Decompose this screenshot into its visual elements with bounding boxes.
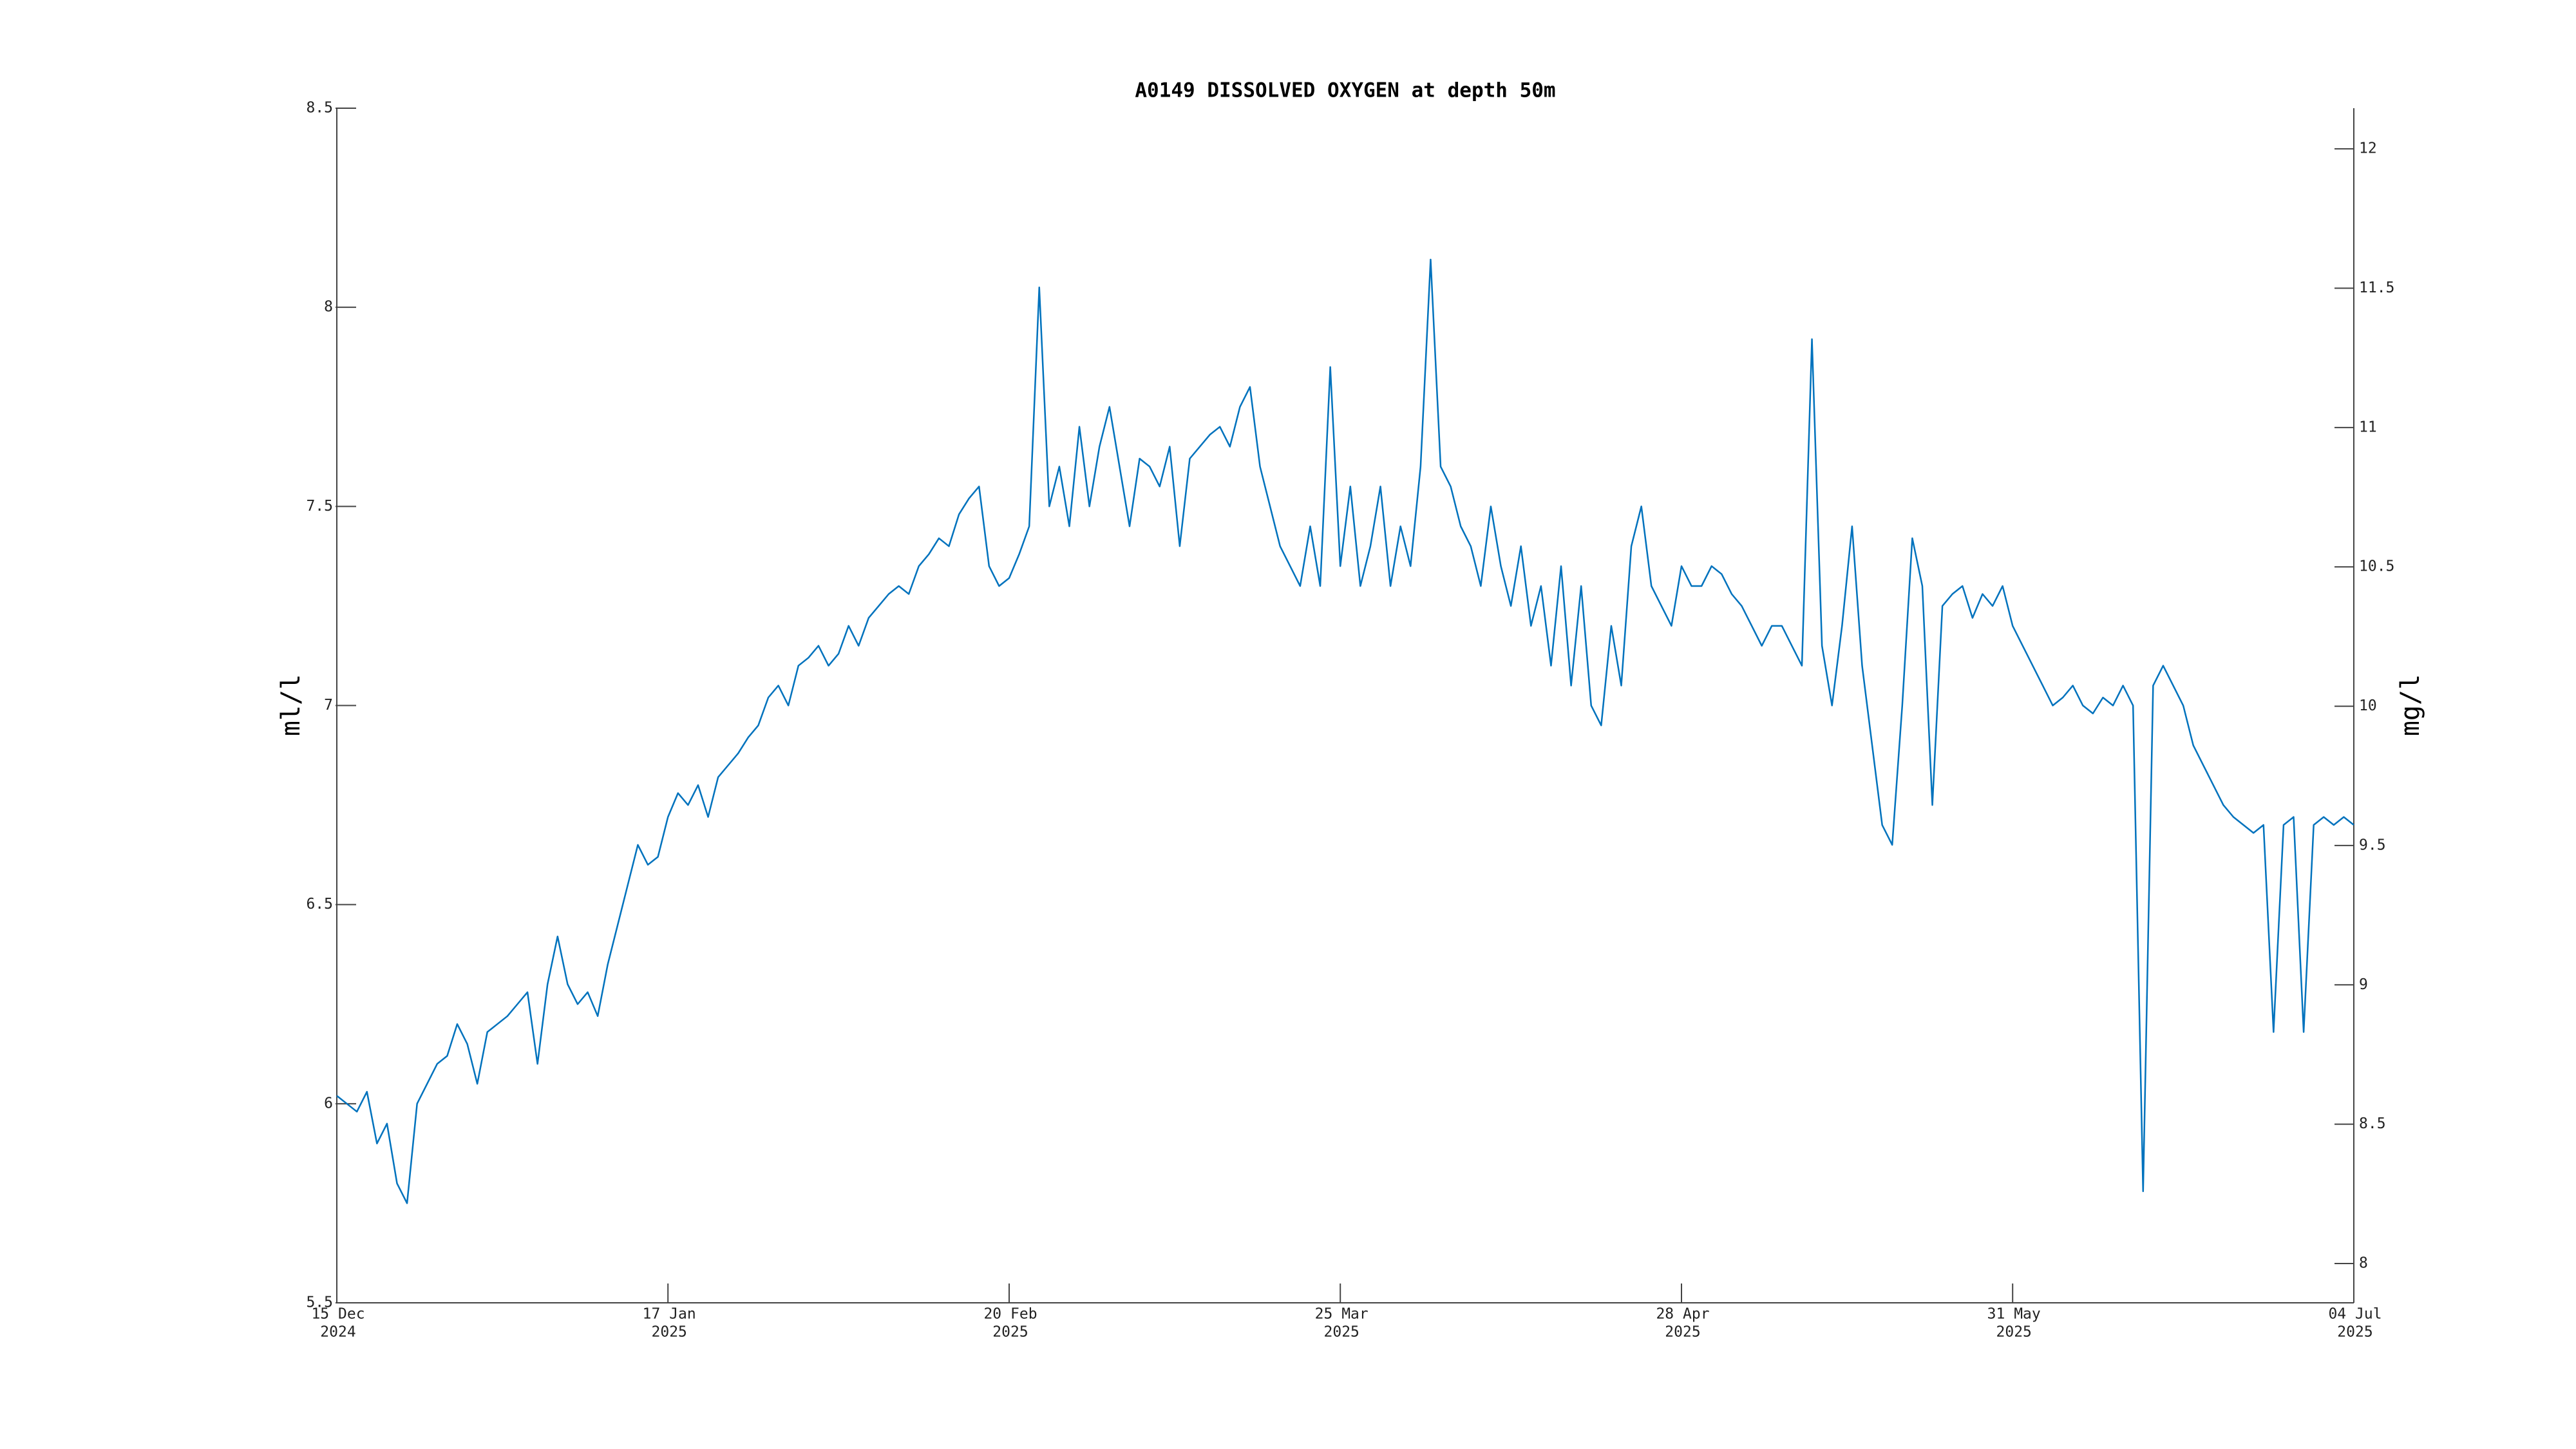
y-tick-label: 7 (324, 697, 333, 714)
y-tick-label: 5.5 (306, 1294, 333, 1311)
y-tick-label: 6 (324, 1095, 333, 1112)
x-tick-label: 2025 (652, 1324, 687, 1341)
y2-tick-label: 8.5 (2359, 1115, 2386, 1132)
x-tick-label: 25 Mar (1315, 1306, 1368, 1323)
y-tick-label: 6.5 (306, 896, 333, 913)
y2-tick-label: 12 (2359, 140, 2377, 157)
y2-tick-label: 10.5 (2359, 558, 2394, 575)
x-tick-label: 20 Feb (983, 1306, 1037, 1323)
x-tick-label: 17 Jan (643, 1306, 696, 1323)
y2-tick-label: 9.5 (2359, 837, 2386, 853)
data-line (336, 258, 2354, 1204)
y2-tick-label: 11.5 (2359, 279, 2394, 296)
y2-axis-label: mg/l (2396, 674, 2425, 736)
y2-tick-label: 8 (2359, 1255, 2368, 1271)
x-tick-label: 2025 (1665, 1324, 1700, 1341)
y2-tick-label: 10 (2359, 697, 2377, 714)
y-tick-label: 8.5 (306, 100, 333, 117)
x-tick-label: 2025 (1324, 1324, 1359, 1341)
x-tick-label: 2025 (2337, 1324, 2372, 1341)
x-tick-label: 2024 (320, 1324, 355, 1341)
y-tick-label: 8 (324, 299, 333, 316)
y-tick-label: 7.5 (306, 498, 333, 515)
chart-title: A0149 DISSOLVED OXYGEN at depth 50m (1135, 79, 1555, 102)
x-tick-label: 31 May (1987, 1306, 2041, 1323)
y2-tick-label: 9 (2359, 976, 2368, 993)
x-tick-label: 2025 (1996, 1324, 2032, 1341)
x-tick-label: 28 Apr (1656, 1306, 1709, 1323)
x-tick-label: 2025 (992, 1324, 1028, 1341)
y2-tick-label: 11 (2359, 419, 2377, 435)
y-axis-label: ml/l (276, 674, 306, 736)
x-tick-label: 04 Jul (2328, 1306, 2382, 1323)
x-tick-label: 15 Dec (311, 1306, 365, 1323)
